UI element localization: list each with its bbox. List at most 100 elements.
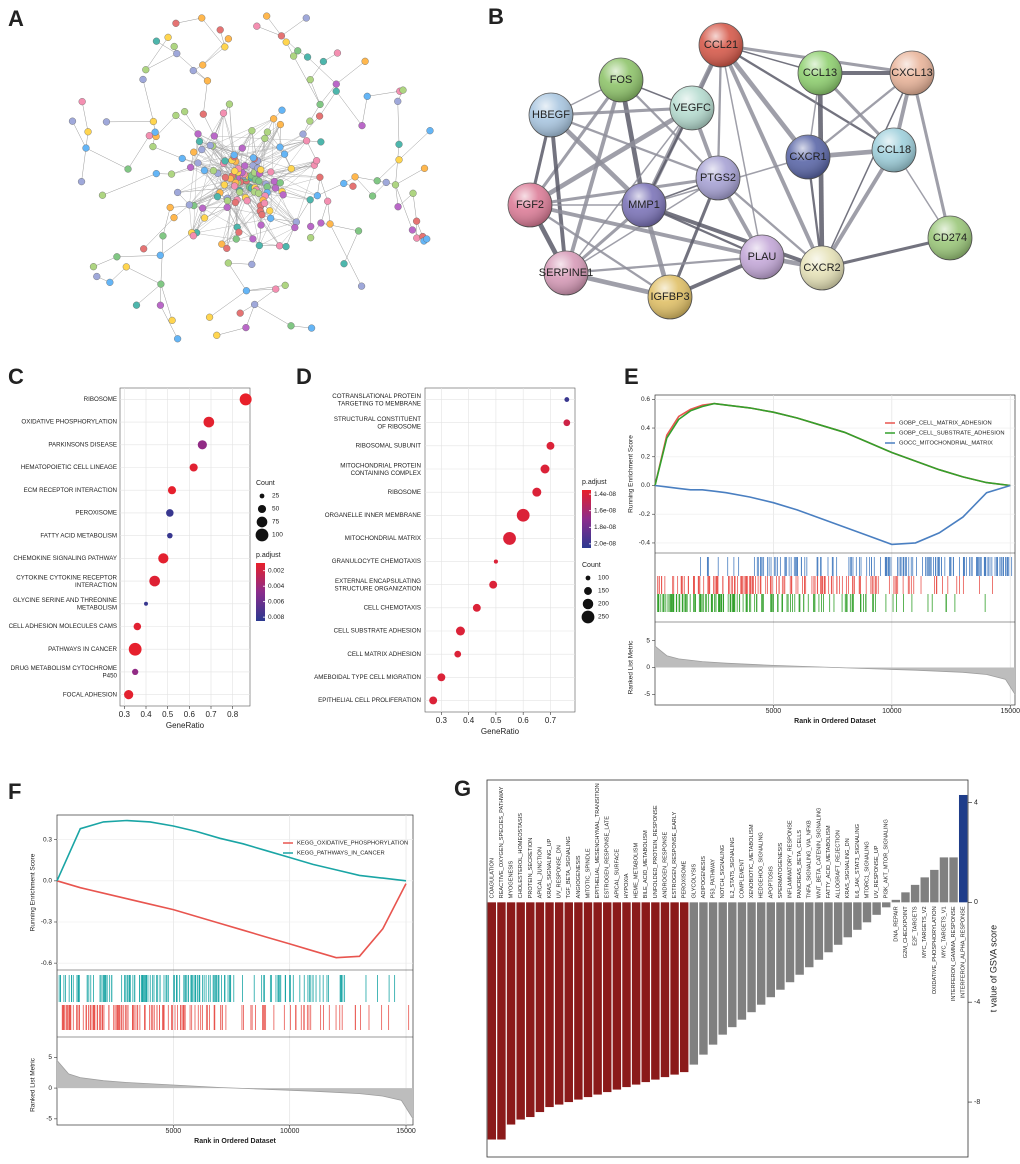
category-label: DNA_REPAIR: [893, 906, 899, 941]
ppi-edge: [717, 177, 823, 269]
network-node: [413, 234, 421, 242]
network-node: [235, 228, 243, 236]
network-node: [209, 167, 218, 175]
dot: [239, 393, 252, 406]
category-label: PARKINSONS DISEASE: [48, 441, 117, 448]
x-tick-label: 15000: [1001, 708, 1020, 715]
network-node: [224, 35, 232, 43]
panel-label: D: [296, 364, 312, 389]
network-edge: [219, 113, 224, 193]
legend-dot: [259, 493, 265, 499]
network-edge: [162, 207, 171, 236]
dot: [167, 486, 177, 495]
colorbar-label: 0.006: [268, 598, 285, 605]
network-node: [223, 244, 231, 252]
category-label: SPERMATOGENESIS: [778, 842, 784, 898]
network-edge: [160, 284, 173, 321]
network-node: [178, 154, 186, 163]
network-edge: [226, 175, 233, 249]
network-edge: [85, 147, 129, 170]
legend-label: KEGG_OXIDATIVE_PHOSPHORYLATION: [297, 841, 408, 847]
network-node: [194, 159, 202, 167]
network-node: [333, 49, 342, 57]
network-edge: [320, 201, 328, 224]
network-node: [140, 245, 148, 253]
network-edge: [143, 217, 175, 249]
network-node: [124, 165, 132, 173]
legend-label: KEGG_PATHWAYS_IN_CANCER: [297, 851, 385, 857]
network-node: [332, 80, 340, 88]
bar: [756, 902, 766, 1005]
ppi-node-label: VEGFC: [673, 102, 711, 114]
bar: [939, 857, 949, 903]
y-tick-label: -5: [46, 1116, 52, 1123]
network-node: [279, 191, 287, 199]
network-edge: [238, 133, 304, 169]
legend-label: 200: [598, 601, 609, 608]
network-node: [258, 211, 266, 219]
network-edge: [245, 304, 255, 328]
x-tick-label: 0.5: [490, 716, 502, 725]
network-edge: [199, 141, 254, 239]
bar: [737, 902, 747, 1020]
dot: [472, 603, 481, 612]
ppi-node-gloss: [544, 251, 588, 295]
network-node: [257, 221, 265, 229]
network-node: [216, 26, 224, 34]
network-node: [263, 128, 272, 136]
network-node: [426, 127, 434, 135]
ppi-node-label: CCL13: [803, 67, 837, 79]
network-node: [203, 77, 212, 85]
dot: [455, 626, 465, 636]
network-edge: [319, 91, 337, 117]
ppi-node-label: MMP1: [628, 199, 660, 211]
y-tick-label: 5: [48, 1054, 52, 1061]
network-edge: [327, 201, 331, 224]
network-node: [395, 156, 403, 164]
dot: [454, 650, 462, 658]
category-label: FATTY ACID METABOLISM: [40, 532, 117, 539]
ppi-edge: [719, 43, 810, 159]
network-edge: [296, 199, 311, 223]
network-edge: [175, 115, 199, 135]
category-label: P53_PATHWAY: [711, 859, 717, 899]
bar: [651, 902, 660, 1080]
network-edge: [254, 288, 276, 305]
category-label: MYC_TARGETS_V1: [941, 906, 947, 958]
network-node: [174, 335, 182, 343]
network-edge: [81, 148, 87, 182]
network-edge: [228, 262, 252, 265]
category-label: ADIPOGENESIS: [701, 856, 707, 899]
network-node: [399, 86, 407, 94]
category-label: CELL MATRIX ADHESION: [347, 651, 421, 658]
y-tick-label: 4: [974, 799, 978, 806]
network-edge: [281, 17, 307, 37]
network-node: [394, 203, 402, 211]
legend-dot: [256, 516, 268, 528]
ppi-edge: [820, 148, 896, 270]
network-edge: [203, 114, 215, 137]
network-edge: [209, 290, 247, 318]
ppi-node-gloss: [928, 216, 972, 260]
network-edge: [93, 256, 117, 267]
network-edge: [175, 17, 202, 24]
network-node: [145, 132, 153, 140]
network-node: [351, 173, 359, 181]
network-node: [307, 324, 316, 332]
ppi-node-label: CXCR2: [803, 262, 840, 274]
ppi-node-label: SERPINE1: [539, 267, 593, 279]
category-label: APICAL_JUNCTION: [537, 847, 543, 898]
category-label: INTERFERON_GAMMA_RESPONSE: [951, 906, 957, 1001]
network-edge: [280, 165, 315, 183]
category-label: ESTROGEN_RESPONSE_LATE: [605, 816, 611, 899]
colorbar-label: 1.8e-08: [594, 524, 616, 531]
network-node: [354, 227, 363, 235]
ppi-edge: [550, 106, 693, 117]
network-node: [189, 66, 197, 75]
y-axis-label: Ranked List Metric: [628, 640, 635, 695]
network-edge: [160, 235, 164, 285]
ppi-node-gloss: [800, 246, 844, 290]
ppi-node-label: FOS: [610, 74, 633, 86]
bar: [872, 902, 881, 915]
network-edge: [102, 173, 157, 196]
